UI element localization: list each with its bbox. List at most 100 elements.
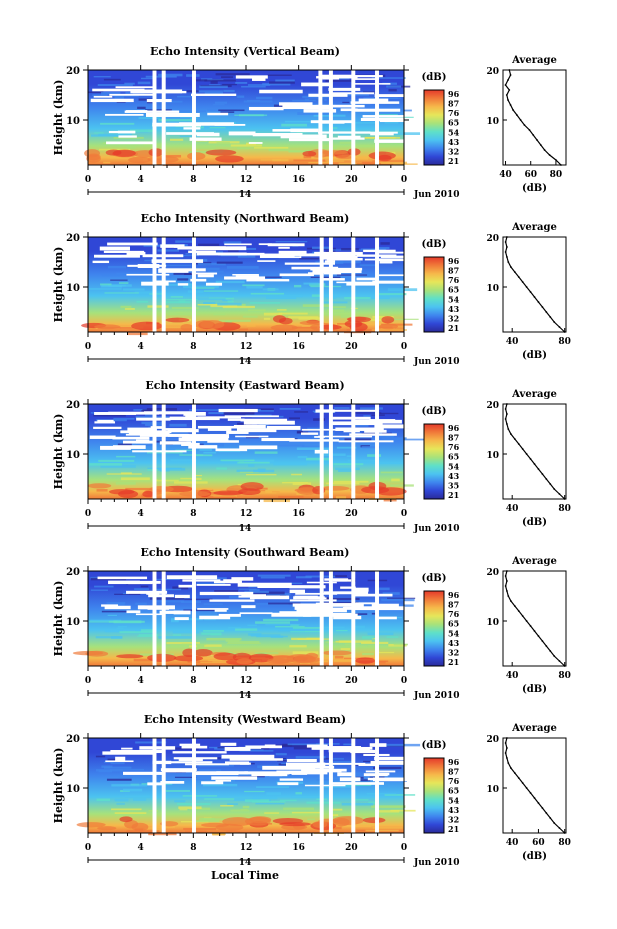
heatmap-streak (240, 808, 248, 811)
heatmap-missing-data (370, 760, 407, 765)
heatmap-missing-data (135, 613, 163, 616)
heatmap-streak (141, 77, 157, 80)
x-tick-label: 12 (240, 342, 253, 352)
heatmap-missing-data (214, 609, 227, 612)
heatmap-streak (254, 146, 289, 149)
heatmap-streak (321, 312, 351, 316)
heatmap-streak (198, 765, 234, 767)
average-x-tick-label: 80 (558, 838, 571, 848)
heatmap-missing-data (191, 93, 237, 96)
heatmap-streak (239, 479, 259, 481)
day-label: 14 (239, 858, 252, 868)
heatmap-streak (273, 104, 286, 107)
heatmap-missing-data (314, 251, 363, 256)
heatmap-streak (378, 587, 390, 591)
heatmap-streak (288, 813, 309, 816)
y-tick-label: 20 (66, 400, 80, 411)
heatmap-streak (255, 621, 290, 624)
heatmap-missing-data (245, 745, 282, 749)
heatmap-missing-data (224, 243, 252, 246)
heatmap-streak (297, 456, 308, 459)
average-profile-point (558, 660, 561, 662)
average-y-tick-label: 10 (486, 451, 499, 461)
heatmap-missing-data (207, 427, 232, 431)
heatmap-missing-data (350, 101, 400, 104)
heatmap-missing-data (335, 427, 384, 431)
heatmap-streak (361, 446, 380, 449)
data-gap (351, 70, 356, 165)
heatmap-streak (297, 638, 333, 640)
heatmap-streak (242, 315, 258, 318)
heatmap-missing-data (289, 589, 305, 594)
heatmap-streak (338, 162, 363, 166)
heatmap-streak (126, 830, 160, 834)
heatmap-missing-data (218, 408, 258, 413)
heatmap-streak (203, 630, 224, 632)
heatmap-streak (244, 799, 270, 802)
heatmap-streak (340, 315, 354, 318)
y-tick-label: 10 (66, 784, 80, 795)
heatmap-streak (275, 625, 305, 628)
heatmap-strong-echo (131, 321, 163, 331)
heatmap-streak (236, 147, 250, 150)
heatmap-strong-echo (180, 323, 194, 331)
heatmap-streak (306, 637, 322, 639)
x-tick-label: 4 (138, 509, 144, 519)
heatmap-strong-echo (215, 155, 244, 163)
average-profile-point (504, 752, 507, 754)
heatmap-streak (320, 453, 346, 456)
heatmap-streak (169, 423, 187, 427)
heatmap-missing-data (340, 108, 358, 112)
heatmap-streak (117, 443, 132, 446)
x-tick-label: 0 (401, 676, 407, 686)
date-label: Jun 2010 (413, 357, 460, 367)
heatmap-missing-data (376, 616, 397, 620)
heatmap-streak (334, 407, 350, 409)
colorbar-tick-label: 43 (448, 471, 460, 481)
heatmap-streak (149, 597, 185, 600)
heatmap-missing-data (197, 274, 214, 278)
heatmap-streak (297, 112, 330, 115)
average-profile-point (548, 154, 551, 156)
data-gap (152, 738, 157, 833)
heatmap-streak (143, 244, 171, 247)
heatmap-streak (306, 457, 333, 461)
average-profile-point (517, 443, 520, 445)
data-gap (192, 237, 196, 332)
heatmap-streak (227, 641, 260, 644)
heatmap-missing-data (318, 435, 373, 438)
heatmap-streak (341, 248, 359, 251)
colorbar-tick-label: 54 (448, 795, 460, 805)
heatmap-missing-data (261, 437, 295, 442)
heatmap-missing-data (320, 603, 364, 607)
heatmap-missing-data (311, 746, 362, 750)
heatmap-missing-data (210, 434, 226, 439)
heatmap-streak (260, 159, 282, 161)
heatmap-missing-data (338, 440, 394, 443)
x-tick-label: 12 (240, 175, 253, 185)
heatmap-missing-data (319, 255, 358, 260)
heatmap-missing-data (93, 95, 113, 98)
x-tick-label: 0 (401, 843, 407, 853)
average-profile-point (549, 817, 552, 819)
x-tick-label: 8 (190, 676, 196, 686)
heatmap-streak (379, 116, 414, 119)
heatmap-streak (281, 123, 307, 127)
data-gap (161, 237, 166, 332)
heatmap-streak (210, 634, 222, 636)
heatmap-streak (296, 430, 303, 434)
heatmap-streak (380, 806, 405, 808)
heatmap-streak (94, 132, 104, 134)
heatmap-streak (97, 84, 133, 87)
heatmap-missing-data (271, 612, 312, 617)
colorbar-unit: (dB) (422, 573, 447, 584)
average-profile-point (545, 645, 548, 647)
heatmap-streak (290, 630, 323, 633)
average-title: Average (511, 389, 557, 400)
heatmap-streak (333, 760, 354, 763)
heatmap-streak (141, 409, 152, 412)
average-y-tick-label: 10 (486, 785, 499, 795)
colorbar-tick-label: 65 (448, 118, 459, 128)
average-frame (502, 403, 567, 500)
heatmap-missing-data (342, 606, 391, 610)
